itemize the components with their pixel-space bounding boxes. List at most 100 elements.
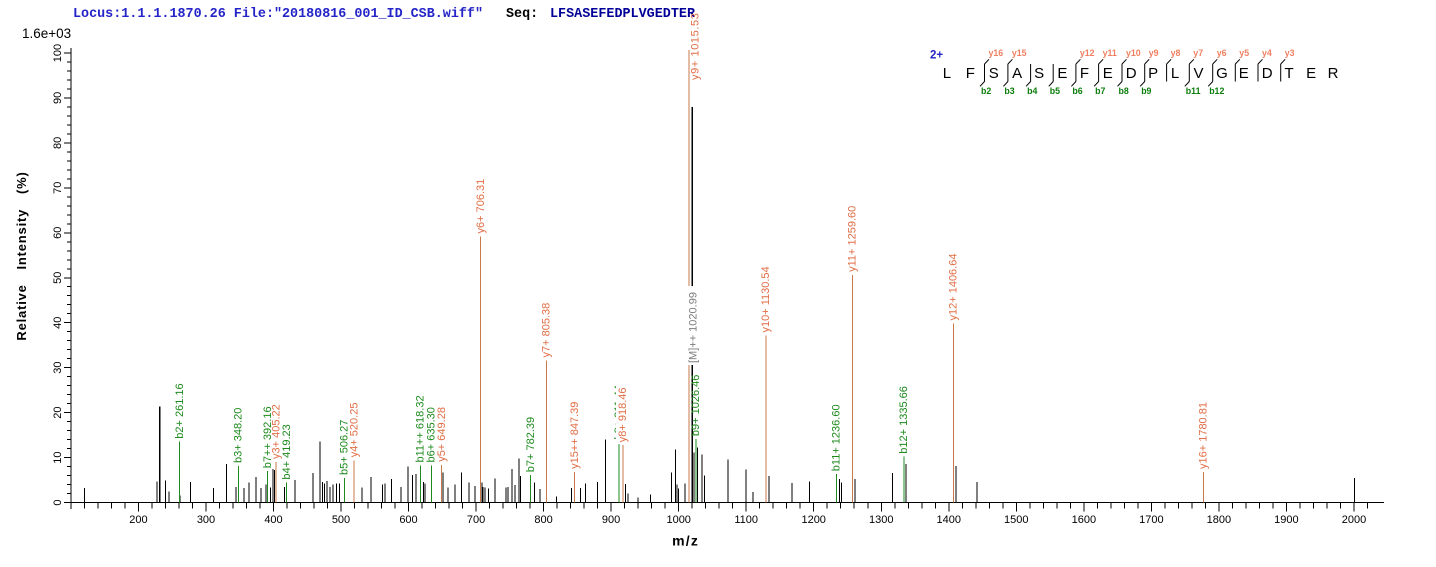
svg-text:0: 0 (52, 499, 64, 505)
svg-text:400: 400 (264, 514, 282, 526)
svg-text:F: F (1080, 65, 1089, 82)
svg-text:A: A (1012, 65, 1022, 82)
svg-text:1200: 1200 (801, 514, 825, 526)
svg-text:y6+ 706.31: y6+ 706.31 (475, 179, 487, 234)
svg-text:y12: y12 (1080, 48, 1095, 58)
svg-text:Seq:: Seq: (506, 7, 538, 22)
svg-text:D: D (1126, 65, 1137, 82)
svg-text:y8+ 918.46: y8+ 918.46 (617, 387, 629, 442)
svg-text:800: 800 (534, 514, 552, 526)
svg-text:y5: y5 (1239, 48, 1249, 58)
svg-text:80: 80 (52, 137, 64, 149)
svg-text:100: 100 (52, 44, 64, 62)
svg-text:b12: b12 (1209, 86, 1224, 96)
svg-text:b2: b2 (981, 86, 991, 96)
svg-text:y4: y4 (1262, 48, 1272, 58)
svg-text:1600: 1600 (1072, 514, 1096, 526)
svg-text:y9+ 1015.53: y9+ 1015.53 (690, 13, 702, 80)
svg-text:R: R (1328, 65, 1339, 82)
svg-text:Relative Intensity (%): Relative Intensity (%) (14, 171, 29, 340)
svg-text:LFSASEFEDPLVGEDTER: LFSASEFEDPLVGEDTER (550, 7, 696, 22)
svg-text:b4: b4 (1027, 86, 1037, 96)
svg-text:y7+ 805.38: y7+ 805.38 (541, 303, 553, 358)
svg-text:b11+ 1236.60: b11+ 1236.60 (831, 404, 843, 471)
svg-text:E: E (1306, 65, 1316, 82)
svg-text:200: 200 (129, 514, 147, 526)
svg-text:L: L (943, 65, 951, 82)
svg-text:y10+ 1130.54: y10+ 1130.54 (760, 266, 772, 332)
svg-text:1700: 1700 (1139, 514, 1163, 526)
svg-text:b5+ 506.27: b5+ 506.27 (339, 420, 351, 475)
svg-text:b7: b7 (1095, 86, 1105, 96)
svg-text:2000: 2000 (1342, 514, 1366, 526)
svg-text:y5+ 649.28: y5+ 649.28 (436, 407, 448, 462)
svg-text:m / z: m / z (672, 533, 698, 549)
svg-text:y8: y8 (1171, 48, 1181, 58)
svg-text:y11: y11 (1103, 48, 1117, 58)
svg-text:y3: y3 (1285, 48, 1295, 58)
svg-text:1900: 1900 (1274, 514, 1298, 526)
svg-text:b3+ 348.20: b3+ 348.20 (233, 408, 245, 463)
svg-text:2+: 2+ (930, 50, 943, 62)
svg-text:700: 700 (467, 514, 485, 526)
svg-text:900: 900 (602, 514, 620, 526)
svg-text:S: S (989, 65, 999, 82)
svg-text:D: D (1262, 65, 1273, 82)
svg-text:1100: 1100 (734, 514, 758, 526)
svg-text:500: 500 (332, 514, 350, 526)
svg-text:y3+ 405.22: y3+ 405.22 (270, 404, 282, 459)
svg-text:20: 20 (52, 406, 64, 418)
svg-text:T: T (1285, 65, 1294, 82)
svg-text:600: 600 (399, 514, 417, 526)
svg-text:b6: b6 (1072, 86, 1082, 96)
svg-text:50: 50 (52, 272, 64, 284)
svg-text:F: F (966, 65, 975, 82)
svg-text:b4+ 419.23: b4+ 419.23 (281, 424, 293, 479)
svg-text:70: 70 (52, 182, 64, 194)
svg-text:10: 10 (52, 451, 64, 463)
svg-text:b7+ 782.39: b7+ 782.39 (525, 417, 537, 472)
svg-text:y4+ 520.25: y4+ 520.25 (348, 403, 360, 458)
svg-text:b8: b8 (1119, 86, 1129, 96)
svg-text:[M]++ 1020.99: [M]++ 1020.99 (687, 292, 699, 363)
svg-text:b9+ 1026.46: b9+ 1026.46 (690, 375, 702, 436)
svg-text:b5: b5 (1050, 86, 1060, 96)
svg-text:y16: y16 (989, 48, 1004, 58)
svg-text:300: 300 (197, 514, 215, 526)
svg-text:y7: y7 (1193, 48, 1203, 58)
svg-text:L: L (1171, 65, 1179, 82)
svg-text:P: P (1148, 65, 1158, 82)
svg-text:b3: b3 (1004, 86, 1014, 96)
svg-text:y12+ 1406.64: y12+ 1406.64 (948, 254, 960, 321)
svg-text:V: V (1193, 65, 1203, 82)
svg-text:Locus:1.1.1.1870.26 File:"2018: Locus:1.1.1.1870.26 File:"20180816_001_I… (73, 7, 483, 22)
svg-text:E: E (1103, 65, 1113, 82)
svg-text:G: G (1216, 65, 1228, 82)
svg-text:40: 40 (52, 317, 64, 329)
svg-text:1.6e+03: 1.6e+03 (22, 26, 71, 41)
svg-text:90: 90 (52, 92, 64, 104)
svg-text:y16+ 1780.81: y16+ 1780.81 (1198, 402, 1210, 469)
svg-text:y10: y10 (1126, 48, 1141, 58)
svg-text:b7++ 392.16: b7++ 392.16 (262, 406, 274, 468)
svg-text:y15++ 847.39: y15++ 847.39 (569, 402, 581, 469)
svg-text:y11+ 1259.60: y11+ 1259.60 (847, 206, 859, 272)
svg-text:1000: 1000 (666, 514, 690, 526)
svg-text:b2+ 261.16: b2+ 261.16 (174, 383, 186, 438)
svg-text:b11++ 618.32: b11++ 618.32 (415, 395, 427, 462)
svg-text:E: E (1057, 65, 1067, 82)
svg-text:30: 30 (52, 361, 64, 373)
svg-text:b12+ 1335.66: b12+ 1335.66 (898, 386, 910, 454)
svg-text:b9: b9 (1141, 86, 1151, 96)
svg-text:b6+ 635.30: b6+ 635.30 (426, 407, 438, 462)
svg-text:1300: 1300 (869, 514, 893, 526)
svg-text:1400: 1400 (937, 514, 961, 526)
svg-text:S: S (1034, 65, 1044, 82)
svg-text:b11: b11 (1186, 86, 1201, 96)
svg-text:60: 60 (52, 227, 64, 239)
svg-text:y9: y9 (1149, 48, 1159, 58)
svg-text:y15: y15 (1012, 48, 1027, 58)
svg-text:1800: 1800 (1207, 514, 1231, 526)
svg-text:E: E (1239, 65, 1249, 82)
svg-text:y6: y6 (1217, 48, 1227, 58)
